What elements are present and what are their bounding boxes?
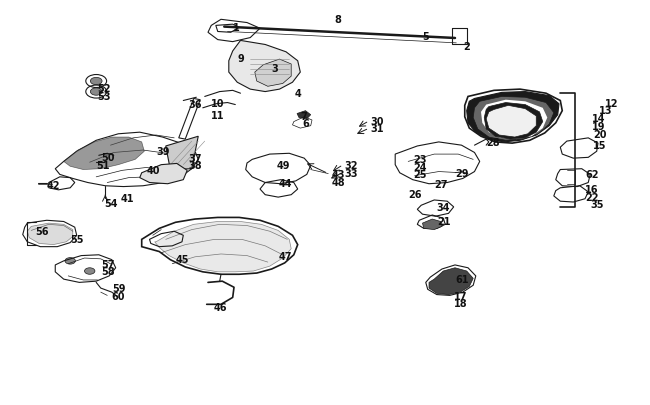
Text: 4: 4 (294, 89, 301, 99)
Text: 28: 28 (486, 138, 500, 147)
Text: 3: 3 (272, 64, 278, 74)
Text: 1: 1 (233, 23, 239, 33)
Polygon shape (467, 92, 559, 143)
Text: 18: 18 (454, 299, 467, 309)
Text: 12: 12 (604, 98, 618, 108)
Text: 33: 33 (344, 168, 358, 178)
Circle shape (90, 78, 102, 85)
Text: 44: 44 (278, 178, 292, 188)
Text: 6: 6 (302, 119, 309, 128)
Text: 26: 26 (408, 190, 422, 199)
Polygon shape (140, 164, 187, 184)
Text: 24: 24 (413, 162, 426, 172)
Circle shape (84, 268, 95, 275)
Text: 52: 52 (98, 84, 111, 94)
Text: 25: 25 (413, 170, 426, 180)
Polygon shape (27, 224, 73, 245)
Polygon shape (155, 222, 291, 272)
Polygon shape (255, 60, 291, 87)
Polygon shape (484, 103, 543, 140)
Text: 9: 9 (237, 54, 244, 64)
Text: 42: 42 (47, 181, 60, 190)
Polygon shape (486, 106, 536, 138)
Text: 47: 47 (278, 251, 292, 261)
Text: 22: 22 (585, 193, 599, 202)
Text: 50: 50 (101, 153, 114, 163)
Circle shape (90, 89, 102, 96)
Text: 10: 10 (211, 99, 225, 109)
Text: 61: 61 (455, 275, 469, 284)
Text: 40: 40 (146, 165, 160, 175)
Text: 20: 20 (593, 130, 606, 139)
Text: 13: 13 (599, 106, 613, 116)
Text: 34: 34 (437, 202, 450, 212)
Polygon shape (429, 268, 473, 295)
Text: 62: 62 (585, 170, 599, 180)
Text: 15: 15 (593, 141, 606, 151)
Text: 16: 16 (585, 185, 599, 194)
Text: 55: 55 (70, 234, 84, 244)
Polygon shape (64, 138, 144, 170)
Polygon shape (473, 97, 554, 141)
Text: 5: 5 (422, 32, 429, 42)
Text: 41: 41 (120, 194, 134, 203)
Polygon shape (422, 220, 442, 230)
Text: 19: 19 (592, 122, 605, 131)
Text: 36: 36 (188, 100, 202, 109)
Polygon shape (297, 111, 311, 119)
Text: 21: 21 (437, 217, 450, 227)
Text: 59: 59 (112, 284, 125, 293)
Text: 43: 43 (332, 170, 345, 180)
Text: 48: 48 (332, 177, 345, 187)
Text: 45: 45 (176, 254, 189, 264)
Text: 29: 29 (455, 168, 469, 178)
Text: 30: 30 (370, 117, 384, 126)
Text: 39: 39 (156, 147, 170, 157)
Polygon shape (166, 137, 198, 170)
Text: 8: 8 (334, 15, 341, 25)
Text: 23: 23 (413, 155, 426, 165)
Text: 38: 38 (188, 161, 202, 171)
Text: 11: 11 (211, 111, 225, 120)
Text: 14: 14 (592, 114, 605, 124)
Text: 56: 56 (36, 227, 49, 237)
Text: 53: 53 (98, 92, 111, 101)
Text: 35: 35 (590, 200, 604, 210)
Text: 57: 57 (101, 259, 114, 269)
Text: 58: 58 (101, 266, 114, 276)
Text: 49: 49 (276, 160, 290, 170)
Polygon shape (481, 100, 547, 140)
Text: 60: 60 (112, 292, 125, 301)
Text: 31: 31 (370, 124, 384, 134)
Polygon shape (229, 41, 300, 92)
Text: 46: 46 (213, 302, 227, 312)
Text: 54: 54 (104, 198, 118, 208)
Text: 37: 37 (188, 154, 202, 164)
Text: 32: 32 (344, 161, 358, 171)
Circle shape (65, 258, 75, 264)
Text: 7: 7 (300, 111, 307, 121)
Text: 27: 27 (434, 179, 448, 189)
Text: 51: 51 (96, 160, 110, 170)
Text: 17: 17 (454, 292, 467, 301)
Text: 2: 2 (463, 42, 470, 51)
